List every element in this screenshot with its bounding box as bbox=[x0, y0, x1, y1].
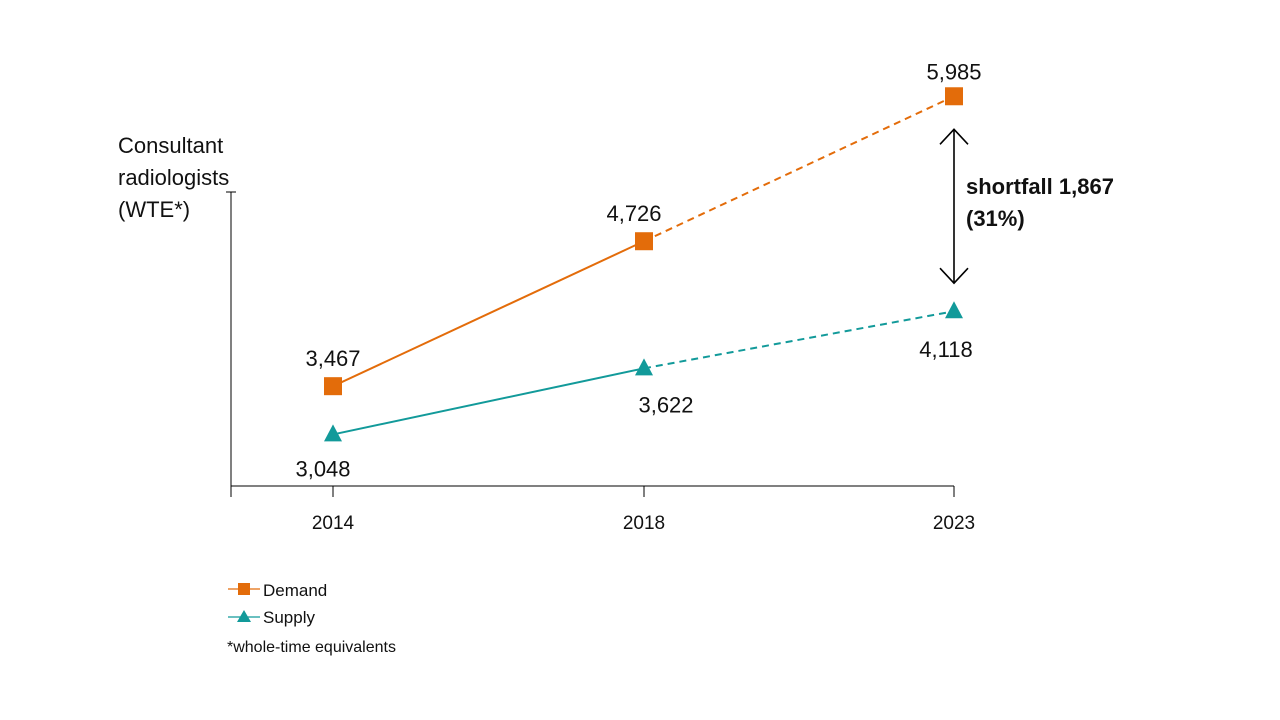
supply-marker-2018 bbox=[635, 358, 653, 376]
x-tick-label-2014: 2014 bbox=[312, 513, 355, 534]
legend-item-demand: Demand bbox=[228, 581, 327, 600]
supply-line-segment-2014-2018 bbox=[332, 367, 645, 436]
demand-marker-2014 bbox=[324, 377, 342, 396]
x-axis-ticks: 2014 2018 2023 bbox=[230, 486, 975, 534]
value-labels: 3,467 4,726 5,985 3,048 3,622 4,118 bbox=[295, 59, 981, 481]
demand-value-label-2023: 5,985 bbox=[926, 59, 981, 84]
shortfall-annotation: shortfall 1,867 (31%) bbox=[939, 128, 1114, 285]
legend-supply-label: Supply bbox=[263, 608, 315, 627]
demand-marker-2018 bbox=[635, 232, 653, 251]
shortfall-arrowhead-bottom bbox=[939, 267, 969, 285]
supply-marker-2014 bbox=[324, 424, 342, 442]
demand-value-label-2018: 4,726 bbox=[606, 201, 661, 226]
legend-demand-label: Demand bbox=[263, 581, 327, 600]
legend-item-supply: Supply bbox=[228, 608, 315, 627]
legend-demand-square-marker bbox=[238, 583, 250, 595]
demand-marker-2023 bbox=[945, 87, 963, 106]
shortfall-text-line-2: (31%) bbox=[966, 206, 1025, 231]
y-axis-label-line-3: (WTE*) bbox=[118, 197, 190, 222]
shortfall-arrowhead-top bbox=[939, 128, 969, 145]
y-axis-label-line-1: Consultant bbox=[118, 133, 223, 158]
demand-value-label-2014: 3,467 bbox=[305, 346, 360, 371]
supply-marker-2023 bbox=[945, 301, 963, 319]
footnote: *whole-time equivalents bbox=[227, 639, 396, 656]
x-tick-label-2018: 2018 bbox=[623, 513, 665, 534]
series-lines bbox=[332, 95, 955, 436]
supply-value-label-2014: 3,048 bbox=[295, 456, 350, 481]
y-axis-label-line-2: radiologists bbox=[118, 165, 229, 190]
demand-line-segment-2014-2018 bbox=[332, 240, 645, 388]
legend-supply-triangle-marker bbox=[237, 610, 251, 622]
legend: Demand Supply bbox=[228, 581, 327, 627]
supply-value-label-2023: 4,118 bbox=[919, 337, 972, 362]
x-tick-label-2023: 2023 bbox=[933, 513, 975, 534]
supply-value-label-2018: 3,622 bbox=[638, 392, 693, 417]
supply-line-segment-2018-2023 bbox=[643, 310, 955, 370]
demand-line-segment-2018-2023 bbox=[643, 95, 955, 243]
shortfall-text-line-1: shortfall 1,867 bbox=[966, 174, 1114, 199]
series-markers bbox=[324, 87, 963, 442]
y-axis-label: Consultant radiologists (WTE*) bbox=[118, 133, 229, 222]
